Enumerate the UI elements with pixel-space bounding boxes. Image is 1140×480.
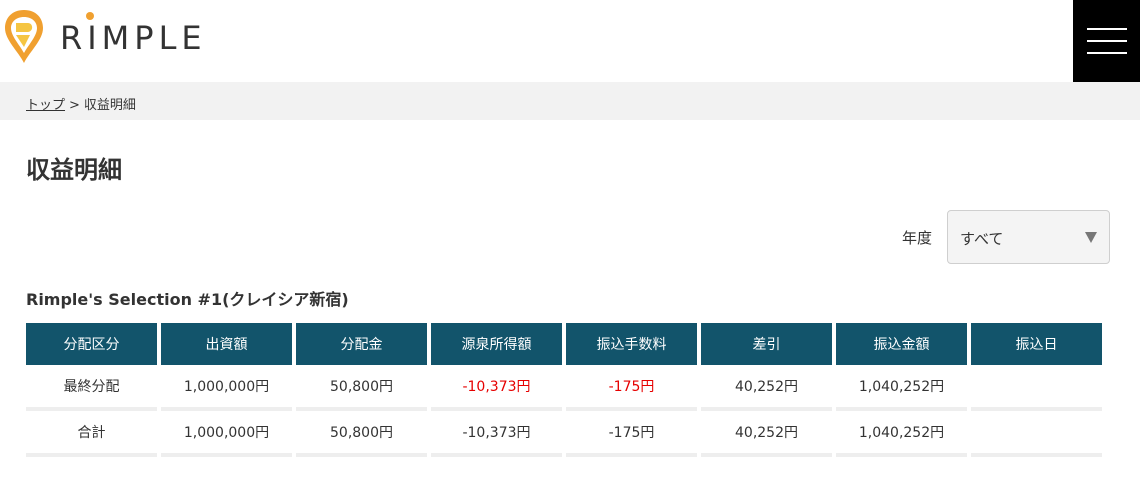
table-row: 最終分配 1,000,000円 50,800円 -10,373円 -175円 4…: [26, 365, 1102, 411]
column-header: 分配区分: [26, 323, 157, 365]
table-cell: 50,800円: [296, 411, 427, 457]
column-header: 源泉所得額: [431, 323, 562, 365]
year-select-value: すべて: [960, 230, 1004, 248]
hamburger-menu-icon-bar: [1086, 52, 1127, 54]
table-cell: 1,040,252円: [836, 411, 967, 457]
breadcrumb-home-link[interactable]: トップ: [26, 98, 66, 113]
column-header: 振込金額: [836, 323, 967, 365]
rimple-logo[interactable]: RIMPLE: [2, 6, 207, 66]
page-title: 収益明細: [26, 156, 122, 184]
table-cell: 40,252円: [701, 365, 832, 411]
table-cell: 最終分配: [26, 365, 157, 411]
table-header-row: 分配区分 出資額 分配金 源泉所得額 振込手数料 差引 振込金額 振込日: [26, 323, 1102, 365]
column-header: 振込手数料: [566, 323, 697, 365]
logo-wordmark: RIMPLE: [60, 19, 207, 57]
table-cell: 40,252円: [701, 411, 832, 457]
table-cell: 50,800円: [296, 365, 427, 411]
table-cell: 合計: [26, 411, 157, 457]
hamburger-menu-icon: [1086, 28, 1127, 30]
hamburger-menu-icon-bar: [1086, 40, 1127, 42]
column-header: 振込日: [971, 323, 1102, 365]
hamburger-menu-button[interactable]: [1073, 0, 1140, 82]
table-cell: -175円: [566, 411, 697, 457]
fund-title: Rimple's Selection #1(クレイシア新宿): [26, 290, 349, 309]
table-cell: [971, 411, 1102, 457]
table-cell: 1,040,252円: [836, 365, 967, 411]
rimple-logo-icon: [5, 10, 43, 63]
table-cell: -10,373円: [431, 411, 562, 457]
site-header: RIMPLE: [0, 0, 1140, 82]
year-filter: 年度 すべて: [902, 210, 1111, 264]
column-header: 分配金: [296, 323, 427, 365]
breadcrumb-separator: >: [69, 98, 80, 113]
column-header: 出資額: [161, 323, 292, 365]
table-cell: 1,000,000円: [161, 411, 292, 457]
revenue-table: 分配区分 出資額 分配金 源泉所得額 振込手数料 差引 振込金額 振込日 最終分…: [22, 323, 1106, 457]
table-cell: -10,373円: [431, 365, 562, 411]
column-header: 差引: [701, 323, 832, 365]
breadcrumb: トップ > 収益明細: [0, 82, 1140, 120]
table-cell: [971, 365, 1102, 411]
year-filter-label: 年度: [902, 228, 933, 247]
table-row: 合計 1,000,000円 50,800円 -10,373円 -175円 40,…: [26, 411, 1102, 457]
table-cell: -175円: [566, 365, 697, 411]
table-cell: 1,000,000円: [161, 365, 292, 411]
year-select[interactable]: すべて: [947, 210, 1111, 264]
logo-dot: [86, 12, 94, 20]
breadcrumb-current: 収益明細: [83, 98, 136, 113]
dropdown-arrow-icon: [1085, 232, 1098, 243]
